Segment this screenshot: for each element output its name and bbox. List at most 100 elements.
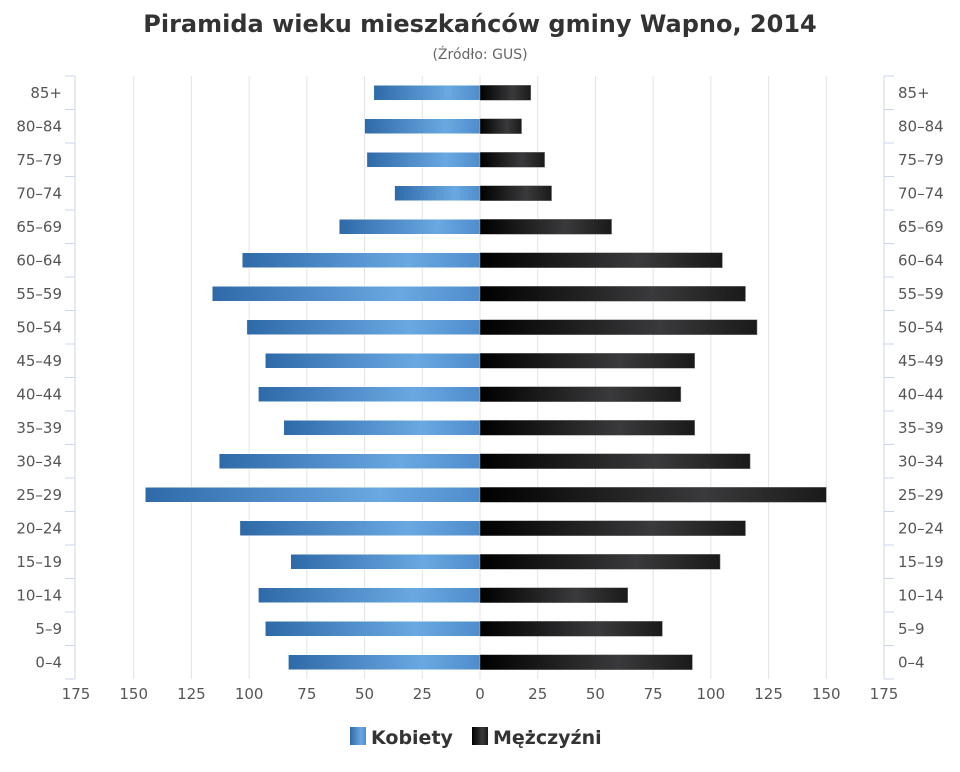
category-label-left: 10–14 — [16, 586, 62, 604]
bar-mezczyzni — [479, 487, 827, 503]
legend-label-kobiety[interactable]: Kobiety — [371, 727, 454, 749]
chart-subtitle: (Źródło: GUS) — [432, 45, 527, 63]
category-label-left: 0–4 — [35, 653, 62, 671]
category-label-left: 5–9 — [35, 620, 62, 638]
legend: Kobiety Mężczyźni — [350, 727, 602, 749]
legend-swatch-kobiety[interactable] — [350, 727, 366, 745]
category-label-right: 40–44 — [898, 385, 944, 403]
category-label-left: 60–64 — [16, 251, 62, 269]
category-label-left: 85+ — [30, 84, 62, 102]
x-tick-label: 75 — [297, 685, 316, 703]
bar-mezczyzni — [479, 319, 758, 335]
category-label-left: 70–74 — [16, 184, 62, 202]
category-label-right: 20–24 — [898, 519, 944, 537]
category-label-right: 45–49 — [898, 352, 944, 370]
category-label-right: 70–74 — [898, 184, 944, 202]
category-label-left: 40–44 — [16, 385, 62, 403]
category-label-right: 30–34 — [898, 452, 944, 470]
category-label-right: 85+ — [898, 84, 930, 102]
x-tick-label: 75 — [644, 685, 663, 703]
category-label-right: 25–29 — [898, 486, 944, 504]
bar-kobiety — [338, 219, 481, 235]
x-tick-label: 175 — [870, 685, 899, 703]
legend-label-mezczyzni[interactable]: Mężczyźni — [493, 727, 602, 749]
bar-mezczyzni — [479, 85, 532, 101]
bar-mezczyzni — [479, 185, 552, 201]
bar-kobiety — [290, 554, 481, 570]
x-tick-label: 25 — [528, 685, 547, 703]
bar-mezczyzni — [479, 152, 545, 168]
bar-kobiety — [366, 152, 481, 168]
category-labels: 85+ 85+ 80–84 80–84 75–79 75–79 70–74 70–74 65–6… — [16, 84, 943, 672]
bar-kobiety — [258, 386, 481, 402]
x-tick-label: 150 — [812, 685, 841, 703]
category-label-left: 30–34 — [16, 452, 62, 470]
bar-mezczyzni — [479, 621, 663, 637]
x-tick-label: 100 — [235, 685, 264, 703]
bar-kobiety — [364, 118, 481, 134]
x-tick-label: 125 — [177, 685, 206, 703]
bar-mezczyzni — [479, 587, 628, 603]
bar-mezczyzni — [479, 554, 721, 570]
bar-mezczyzni — [479, 219, 612, 235]
bar-kobiety — [373, 85, 481, 101]
bar-kobiety — [265, 621, 481, 637]
x-tick-label: 125 — [754, 685, 783, 703]
x-tick-label: 50 — [586, 685, 605, 703]
bar-kobiety — [145, 487, 481, 503]
category-label-left: 45–49 — [16, 352, 62, 370]
category-label-left: 80–84 — [16, 117, 62, 135]
category-label-left: 50–54 — [16, 318, 62, 336]
x-tick-label: 175 — [62, 685, 91, 703]
bar-mezczyzni — [479, 420, 695, 436]
category-label-left: 55–59 — [16, 285, 62, 303]
bar-mezczyzni — [479, 520, 746, 536]
category-label-right: 50–54 — [898, 318, 944, 336]
category-label-right: 10–14 — [898, 586, 944, 604]
bar-mezczyzni — [479, 286, 746, 302]
bar-mezczyzni — [479, 386, 682, 402]
category-label-right: 65–69 — [898, 218, 944, 236]
bar-kobiety — [265, 353, 481, 369]
category-label-right: 60–64 — [898, 251, 944, 269]
category-label-right: 80–84 — [898, 117, 944, 135]
bar-kobiety — [394, 185, 481, 201]
bar-kobiety — [218, 453, 481, 469]
x-tick-labels: 175 150 125 100 75 50 25 0 25 50 75 100 125 150 175 — [62, 685, 899, 703]
x-tick-label: 150 — [119, 685, 148, 703]
category-label-right: 0–4 — [898, 653, 925, 671]
bar-mezczyzni — [479, 353, 695, 369]
x-tick-label: 100 — [697, 685, 726, 703]
category-label-left: 35–39 — [16, 419, 62, 437]
bar-mezczyzni — [479, 654, 693, 670]
bar-kobiety — [258, 587, 481, 603]
bar-kobiety — [211, 286, 481, 302]
x-tick-label: 0 — [475, 685, 485, 703]
category-label-left: 15–19 — [16, 553, 62, 571]
bar-mezczyzni — [479, 118, 522, 134]
bar-kobiety — [239, 520, 481, 536]
category-label-left: 75–79 — [16, 151, 62, 169]
x-tick-label: 25 — [413, 685, 432, 703]
category-label-right: 75–79 — [898, 151, 944, 169]
category-label-left: 25–29 — [16, 486, 62, 504]
chart-title: Piramida wieku mieszkańców gminy Wapno, … — [143, 10, 816, 38]
category-label-right: 35–39 — [898, 419, 944, 437]
bars — [145, 85, 827, 670]
category-label-left: 65–69 — [16, 218, 62, 236]
bar-kobiety — [241, 252, 481, 268]
category-label-right: 55–59 — [898, 285, 944, 303]
category-label-left: 20–24 — [16, 519, 62, 537]
bar-kobiety — [283, 420, 481, 436]
bar-kobiety — [288, 654, 481, 670]
bar-kobiety — [246, 319, 481, 335]
axes — [65, 75, 894, 680]
bar-mezczyzni — [479, 453, 751, 469]
x-tick-label: 50 — [355, 685, 374, 703]
category-label-right: 5–9 — [898, 620, 925, 638]
bar-mezczyzni — [479, 252, 723, 268]
gridlines — [133, 76, 827, 679]
category-label-right: 15–19 — [898, 553, 944, 571]
legend-swatch-mezczyzni[interactable] — [472, 727, 488, 745]
